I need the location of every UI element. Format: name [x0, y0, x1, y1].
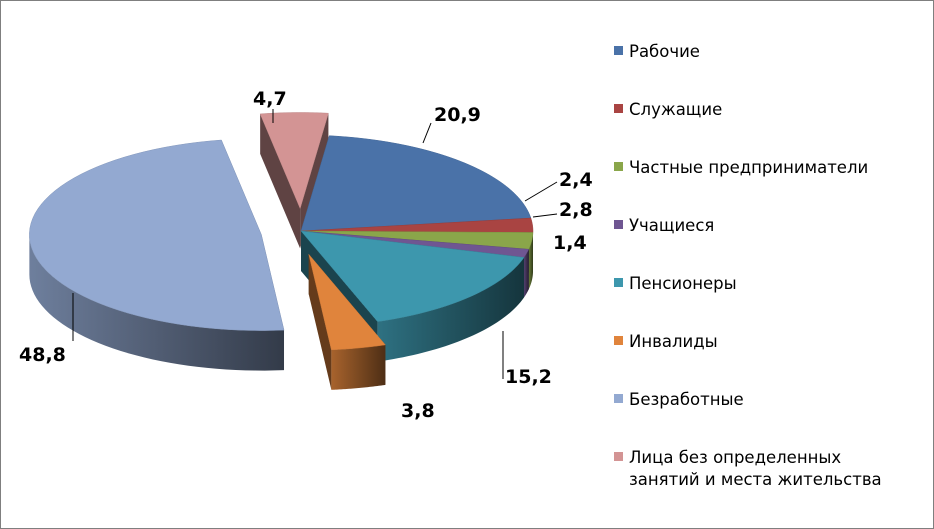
pie-slice-edge-6-0 — [29, 234, 285, 371]
legend-swatch-5 — [614, 336, 623, 345]
legend-label-1: Служащие — [629, 100, 723, 119]
legend-label-4: Пенсионеры — [629, 274, 737, 293]
pie-slice-7 — [259, 112, 329, 210]
pie-slice-edge-3-0 — [524, 249, 529, 298]
data-label-7: 4,7 — [253, 88, 287, 110]
leader-line-0 — [422, 122, 432, 144]
pie-slice-edge-2-0 — [528, 232, 533, 290]
pie-slice-6 — [29, 139, 285, 331]
legend-label-3: Учащиеся — [629, 216, 715, 235]
pie-slice-wall-7-0 — [260, 113, 301, 249]
legend-item-0: Рабочие — [614, 41, 924, 63]
legend-label-0: Рабочие — [629, 42, 700, 61]
legend-item-1: Служащие — [614, 99, 924, 121]
pie-slice-1 — [300, 217, 534, 233]
legend-label-2: Частные предприниматели — [629, 158, 869, 177]
legend-swatch-3 — [614, 220, 623, 229]
legend-label-5: Инвалиды — [629, 332, 718, 351]
data-label-5: 3,8 — [401, 400, 435, 422]
legend-swatch-6 — [614, 394, 623, 403]
legend-swatch-2 — [614, 162, 623, 171]
legend-item-3: Учащиеся — [614, 215, 924, 237]
data-label-3: 1,4 — [553, 232, 587, 254]
pie-slice-wall-5-1 — [308, 254, 332, 390]
legend-label-7: Лица без определенных занятий и места жи… — [629, 448, 882, 489]
legend-item-4: Пенсионеры — [614, 273, 924, 295]
legend-label-6: Безработные — [629, 390, 744, 409]
pie-slice-4 — [300, 230, 525, 322]
leader-line-1 — [524, 181, 558, 202]
legend-swatch-7 — [614, 452, 623, 461]
legend-item-7: Лица без определенных занятий и места жи… — [614, 447, 924, 491]
data-label-6: 48,8 — [19, 344, 66, 366]
legend-swatch-4 — [614, 278, 623, 287]
pie-slice-edge-4-0 — [377, 257, 525, 362]
data-label-2: 2,8 — [559, 199, 593, 221]
leader-line-2 — [532, 213, 558, 218]
legend-swatch-0 — [614, 46, 623, 55]
data-label-0: 20,9 — [434, 104, 481, 126]
pie-slice-5 — [308, 254, 386, 351]
data-label-4: 15,2 — [505, 366, 552, 388]
legend-item-6: Безработные — [614, 389, 924, 411]
legend-swatch-1 — [614, 104, 623, 113]
data-label-1: 2,4 — [559, 169, 593, 191]
legend-item-2: Частные предприниматели — [614, 157, 924, 179]
legend-item-5: Инвалиды — [614, 331, 924, 353]
pie-slice-edge-5-0 — [331, 344, 386, 390]
pie-slice-0 — [300, 135, 532, 232]
